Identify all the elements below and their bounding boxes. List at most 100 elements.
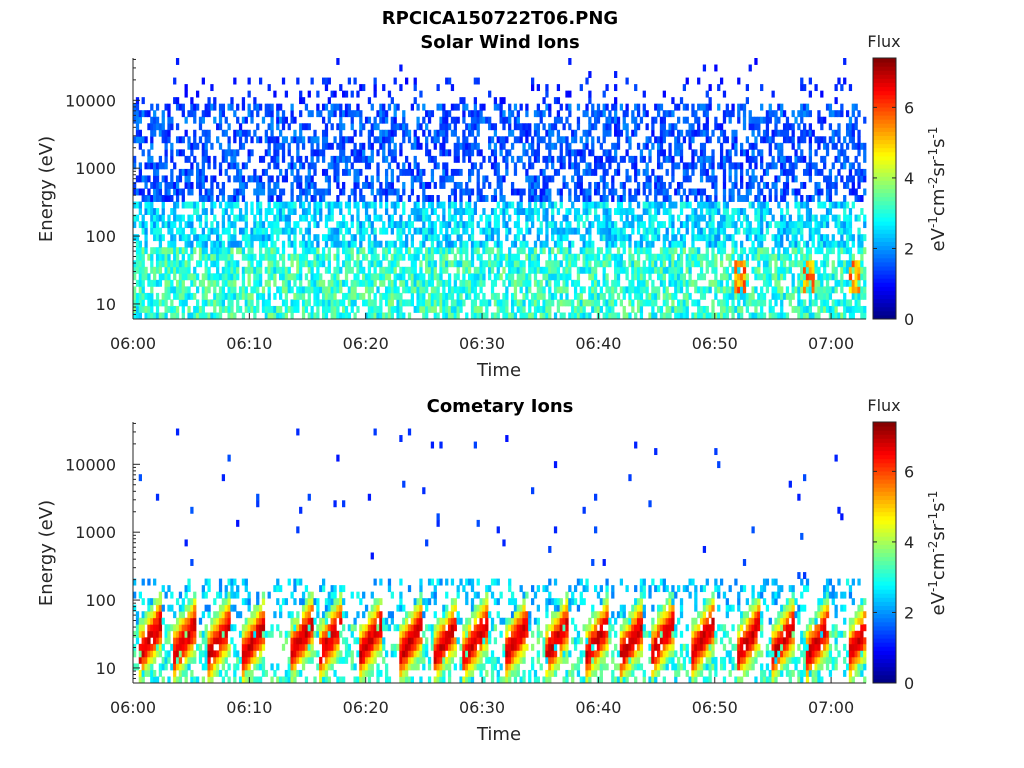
heatmap-cell bbox=[141, 214, 145, 222]
heatmap-cell bbox=[585, 253, 589, 261]
heatmap-cell bbox=[791, 136, 795, 144]
heatmap-cell bbox=[493, 142, 498, 150]
heatmap-cell bbox=[659, 136, 664, 144]
heatmap-cell bbox=[465, 208, 469, 215]
heatmap-cell bbox=[164, 103, 168, 111]
heatmap-cell bbox=[614, 142, 618, 150]
heatmap-cell bbox=[204, 136, 208, 144]
heatmap-cell bbox=[144, 201, 148, 209]
heatmap-cell bbox=[442, 260, 446, 268]
heatmap-cell bbox=[133, 201, 137, 209]
heatmap-cell bbox=[264, 227, 268, 235]
heatmap-cell bbox=[399, 273, 403, 281]
heatmap-cell bbox=[247, 266, 251, 274]
heatmap-cell bbox=[742, 103, 747, 111]
heatmap-cell bbox=[628, 312, 632, 320]
heatmap-cell bbox=[342, 181, 346, 189]
heatmap-cell bbox=[513, 312, 518, 320]
heatmap-cell bbox=[611, 116, 615, 124]
heatmap-cell bbox=[313, 273, 317, 281]
heatmap-cell bbox=[462, 273, 466, 281]
heatmap-cell bbox=[513, 234, 518, 242]
heatmap-cell bbox=[525, 273, 529, 281]
heatmap-cell bbox=[699, 253, 704, 261]
heatmap-cell bbox=[393, 260, 397, 268]
heatmap-cell bbox=[694, 214, 698, 222]
heatmap-cell bbox=[336, 299, 340, 307]
heatmap-cell bbox=[625, 149, 629, 157]
heatmap-cell bbox=[384, 253, 389, 261]
heatmap-cell bbox=[473, 103, 477, 111]
heatmap-cell bbox=[330, 208, 334, 215]
heatmap-cell bbox=[785, 175, 790, 183]
heatmap-cell bbox=[236, 305, 240, 313]
heatmap-cell bbox=[551, 155, 555, 163]
heatmap-cell bbox=[473, 312, 477, 320]
heatmap-cell bbox=[393, 188, 397, 196]
heatmap-cell bbox=[158, 279, 163, 287]
heatmap-cell bbox=[593, 201, 598, 209]
heatmap-cell bbox=[656, 273, 661, 281]
heatmap-cell bbox=[270, 221, 274, 229]
heatmap-cell bbox=[405, 299, 409, 307]
heatmap-cell bbox=[221, 221, 226, 229]
heatmap-cell bbox=[319, 201, 323, 209]
heatmap-cell bbox=[785, 234, 790, 242]
heatmap-cell bbox=[645, 142, 649, 150]
heatmap-cell bbox=[688, 247, 692, 255]
heatmap-cell bbox=[608, 312, 612, 320]
heatmap-cell bbox=[144, 240, 148, 248]
heatmap-cell bbox=[699, 149, 704, 157]
heatmap-cell bbox=[164, 142, 168, 150]
heatmap-cell bbox=[281, 286, 286, 294]
heatmap-cell bbox=[585, 312, 589, 320]
heatmap-cell bbox=[654, 188, 658, 196]
heatmap-cell bbox=[711, 312, 715, 320]
heatmap-cell bbox=[522, 123, 526, 131]
heatmap-cell bbox=[565, 142, 569, 150]
heatmap-cell bbox=[310, 273, 314, 281]
heatmap-cell bbox=[138, 142, 142, 150]
heatmap-cell bbox=[791, 305, 795, 313]
heatmap-cell bbox=[708, 279, 712, 287]
heatmap-cell bbox=[651, 142, 655, 150]
heatmap-cell bbox=[250, 149, 254, 157]
heatmap-cell bbox=[319, 188, 323, 196]
heatmap-cell bbox=[645, 234, 649, 242]
heatmap-cell bbox=[508, 227, 512, 235]
heatmap-cell bbox=[370, 142, 374, 150]
heatmap-cell bbox=[430, 168, 435, 176]
heatmap-cell bbox=[711, 175, 715, 183]
heatmap-cell bbox=[745, 292, 749, 300]
heatmap-cell bbox=[339, 136, 343, 144]
heatmap-cell bbox=[668, 142, 672, 150]
heatmap-cell bbox=[299, 136, 303, 144]
heatmap-cell bbox=[250, 286, 254, 294]
heatmap-cell bbox=[313, 168, 317, 176]
heatmap-cell bbox=[158, 214, 163, 222]
heatmap-cell bbox=[674, 234, 678, 242]
heatmap-cell bbox=[233, 312, 237, 320]
heatmap-cell bbox=[370, 188, 374, 196]
heatmap-cell bbox=[133, 305, 137, 313]
heatmap-cell bbox=[825, 234, 830, 242]
heatmap-cell bbox=[823, 305, 827, 313]
heatmap-cell bbox=[476, 247, 480, 255]
heatmap-cell bbox=[828, 188, 833, 196]
heatmap-cell bbox=[579, 214, 583, 222]
heatmap-cell bbox=[327, 162, 331, 170]
heatmap-cell bbox=[164, 279, 168, 287]
heatmap-cell bbox=[722, 221, 727, 229]
heatmap-cell bbox=[493, 221, 498, 229]
heatmap-cell bbox=[330, 227, 334, 235]
heatmap-cell bbox=[367, 155, 372, 163]
heatmap-cell bbox=[825, 142, 830, 150]
heatmap-cell bbox=[677, 142, 681, 150]
heatmap-cell bbox=[671, 162, 675, 170]
heatmap-cell bbox=[599, 260, 603, 268]
heatmap-cell bbox=[823, 286, 827, 294]
heatmap-cell bbox=[754, 142, 758, 150]
heatmap-cell bbox=[316, 103, 320, 111]
heatmap-cell bbox=[608, 149, 612, 157]
heatmap-cell bbox=[279, 129, 283, 137]
